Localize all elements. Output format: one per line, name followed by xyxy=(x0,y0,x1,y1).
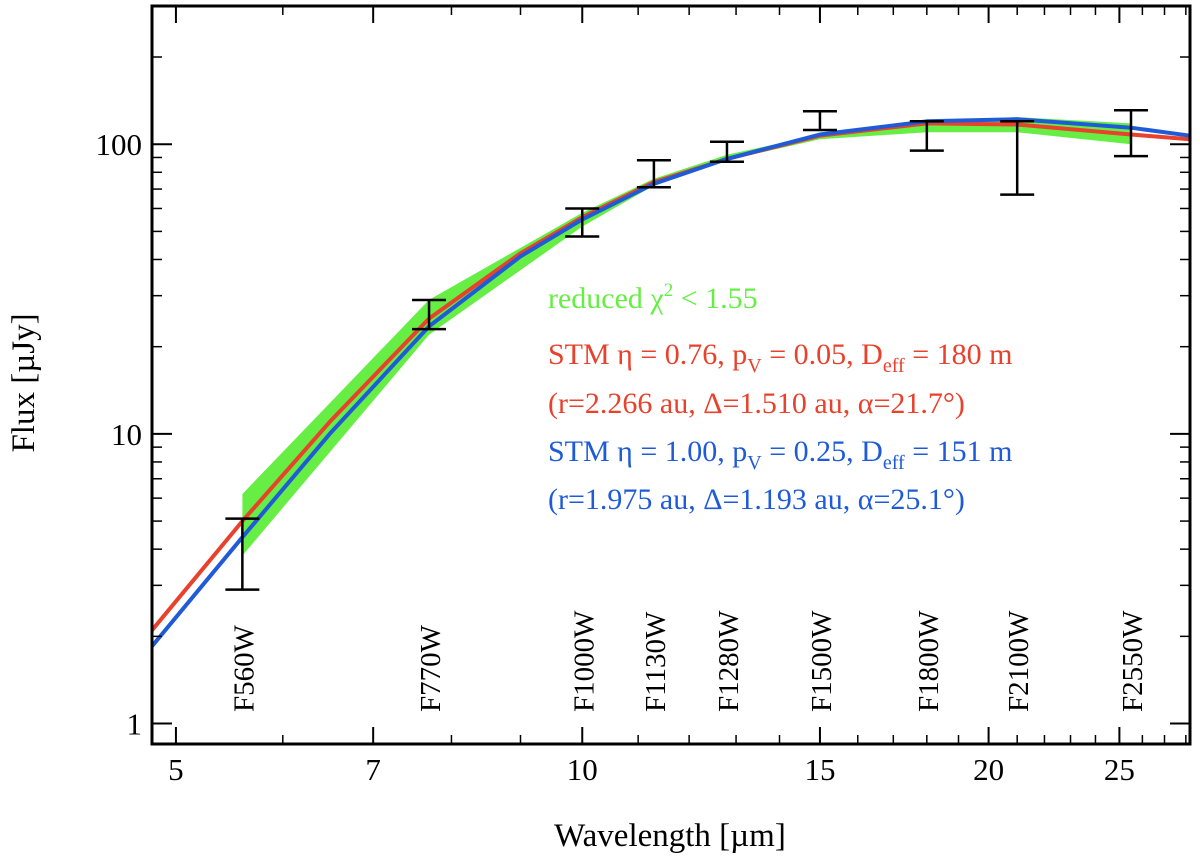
legend-blue-model: STM η = 1.00, pV = 0.25, Deff = 151 m xyxy=(548,435,1012,474)
legend-red-geometry: (r=2.266 au, Δ=1.510 au, α=21.7°) xyxy=(548,387,965,420)
error-bar xyxy=(225,517,260,591)
error-bar xyxy=(565,207,600,238)
model-line-red xyxy=(150,121,1191,632)
x-tick-label: 20 xyxy=(973,752,1004,787)
filter-label: F770W xyxy=(415,624,447,712)
filter-label: F1500W xyxy=(806,610,838,712)
legend-red-model: STM η = 0.76, pV = 0.05, Deff = 180 m xyxy=(548,338,1012,377)
legend-chi-square: reduced χ2 < 1.55 xyxy=(548,280,758,315)
plot-frame xyxy=(150,4,1192,746)
error-bars-layer xyxy=(225,108,1149,591)
filter-label: F2100W xyxy=(1003,610,1035,712)
error-bar xyxy=(1000,120,1035,196)
model-line-blue xyxy=(150,117,1191,648)
y-axis-title: Flux [µJy] xyxy=(6,313,42,452)
error-bar xyxy=(412,298,447,331)
error-bar xyxy=(709,140,744,163)
filter-label: F1800W xyxy=(913,610,945,712)
x-tick-label: 5 xyxy=(168,752,184,787)
legend-blue-geometry: (r=1.975 au, Δ=1.193 au, α=25.1°) xyxy=(548,483,965,516)
x-tick-label: 25 xyxy=(1104,752,1135,787)
filter-label: F1280W xyxy=(713,610,745,712)
x-tick-label: 10 xyxy=(567,752,598,787)
axes-layer: 5 7 10 15 20 25 1 10 100 xyxy=(96,4,1192,787)
y-tick-label: 1 xyxy=(127,707,143,742)
x-tick-label: 15 xyxy=(804,752,835,787)
error-bar xyxy=(1114,108,1149,158)
x-tick-label: 7 xyxy=(365,752,381,787)
error-bar xyxy=(802,109,837,132)
filter-label: F1000W xyxy=(568,610,600,712)
filter-label: F560W xyxy=(228,624,260,712)
filter-labels-layer: F560W F770W F1000W F1130W F1280W F1500W F1800W… xyxy=(228,610,1149,712)
filter-label: F1130W xyxy=(640,611,672,712)
y-tick-label: 100 xyxy=(96,127,143,162)
legend: reduced χ2 < 1.55 STM η = 0.76, pV = 0.0… xyxy=(548,280,1012,516)
error-bar xyxy=(636,159,671,189)
filter-label: F2550W xyxy=(1117,610,1149,712)
error-bar xyxy=(909,120,944,152)
model-lines-layer xyxy=(150,117,1191,648)
x-axis-title: Wavelength [µm] xyxy=(554,818,786,854)
y-tick-label: 10 xyxy=(111,417,142,452)
